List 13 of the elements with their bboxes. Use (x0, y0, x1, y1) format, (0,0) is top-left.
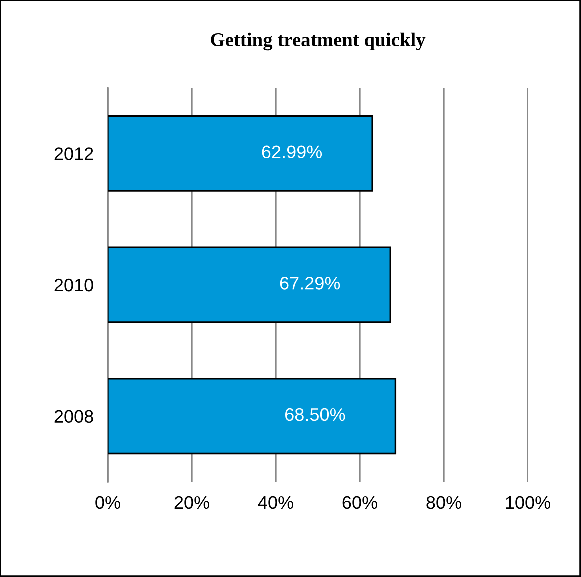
y-tick-label: 2012 (54, 148, 94, 160)
y-tick-label: 2010 (54, 278, 94, 292)
chart-title: Getting treatment quickly (211, 32, 426, 51)
data-label: 67.29% (280, 277, 340, 290)
data-label: 68.50% (286, 408, 346, 422)
x-tick-label: 40% (258, 496, 294, 510)
x-tick-label: 100% (506, 496, 550, 510)
x-tick-label: 0% (96, 496, 120, 510)
data-label: 62.99% (262, 146, 322, 159)
x-tick-label: 20% (174, 496, 210, 510)
x-tick-label: 60% (342, 496, 378, 510)
y-tick-label: 2008 (54, 410, 94, 424)
x-tick-label: 80% (426, 496, 462, 510)
